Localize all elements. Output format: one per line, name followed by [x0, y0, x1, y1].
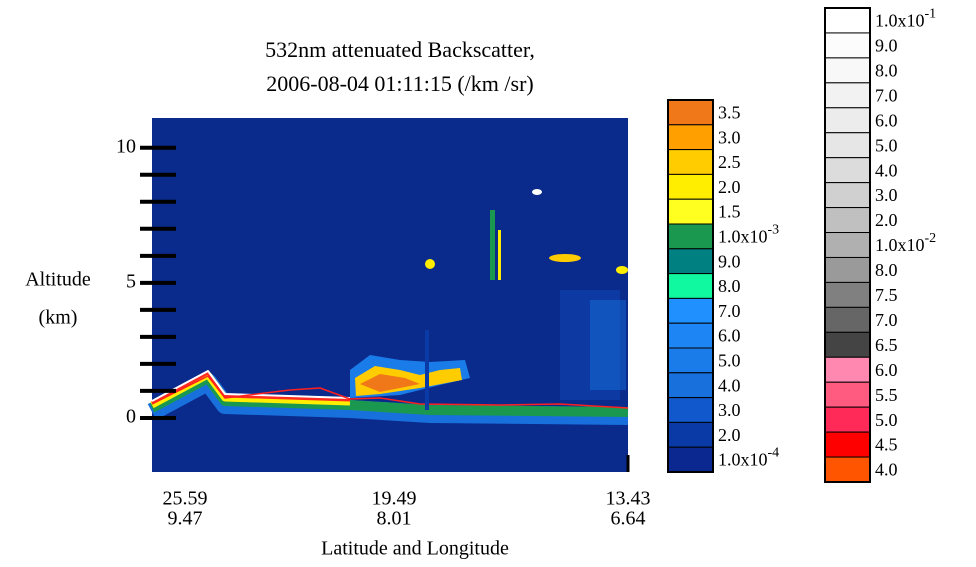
colorbar-cell: [667, 273, 714, 299]
colorbar-label-exp: -2: [925, 231, 937, 246]
colorbar-cell: [667, 124, 714, 151]
colorbar-cell: [667, 99, 714, 126]
colorbar-label: 7.5: [875, 285, 898, 305]
colorbar-label: 1.0x10-4: [718, 446, 779, 470]
colorbar-label: 1.0x10-3: [718, 223, 779, 247]
colorbar-cell: [824, 306, 871, 333]
colorbar-label: 9.0: [875, 36, 898, 56]
colorbar-cell: [824, 57, 871, 84]
colorbar-cell: [824, 281, 871, 308]
y-tick-label: 0: [126, 406, 136, 428]
colorbar-label: 6.0: [875, 360, 898, 380]
colorbar-cell: [824, 232, 871, 258]
colorbar-label: 2.0: [718, 425, 741, 445]
colorbar-cell: [824, 107, 871, 134]
colorbar-cell: [667, 223, 714, 250]
colorbar-label: 7.0: [875, 85, 898, 105]
y-axis-label: (km): [39, 307, 78, 329]
colorbar-label-base: 1.0x10: [718, 450, 768, 470]
colorbar-label-base: 1.0x10: [875, 11, 925, 31]
colorbar-label: 2.5: [718, 152, 741, 172]
colorbar-cell: [667, 248, 714, 275]
colorbar-cell: [824, 82, 871, 109]
colorbar-label: 4.0: [875, 460, 898, 480]
colorbar-label: 8.0: [875, 60, 898, 80]
colorbar-label: 7.0: [718, 301, 741, 321]
colorbar-cell: [824, 431, 871, 458]
colorbar-label: 3.0: [718, 127, 741, 147]
y-axis-label: Altitude: [25, 269, 91, 291]
colorbar-cell: [667, 421, 714, 448]
x-tick-label: 19.49: [372, 488, 417, 510]
colorbar-label: 5.0: [875, 135, 898, 155]
colorbar-label: 3.0: [875, 185, 898, 205]
colorbar-label-exp: -3: [768, 223, 780, 238]
chart-title: 532nm attenuated Backscatter,: [265, 37, 535, 62]
x-tick-label: 9.47: [168, 508, 203, 530]
colorbar-cell: [824, 182, 871, 209]
colorbar-label-exp: -4: [768, 446, 780, 461]
colorbar-cell: [824, 356, 871, 383]
x-tick-label: 8.01: [377, 508, 412, 530]
colorbar-label: 1.5: [718, 202, 741, 222]
colorbar-label: 6.0: [718, 326, 741, 346]
colorbar-cell: [667, 322, 714, 349]
colorbar-label: 6.0: [875, 110, 898, 130]
colorbar-cell: [667, 198, 714, 225]
colorbar-cell: [667, 149, 714, 175]
colorbar-cell: [667, 397, 714, 423]
colorbar-frame: [824, 7, 871, 483]
colorbar-label: 4.5: [875, 435, 898, 455]
colorbar-label: 2.0: [875, 210, 898, 230]
colorbar-label-base: 1.0x10: [718, 227, 768, 247]
colorbar-cell: [824, 331, 871, 358]
colorbar-label: 5.0: [875, 410, 898, 430]
colorbar-label: 3.0: [718, 400, 741, 420]
colorbar-label-exp: -1: [925, 7, 937, 22]
colorbar-label-base: 1.0x10: [875, 235, 925, 255]
colorbar-cell: [667, 372, 714, 399]
colorbar-label: 3.5: [718, 103, 741, 123]
colorbar-cell: [667, 173, 714, 200]
colorbar-cell: [667, 446, 714, 473]
colorbar-frame: [667, 99, 714, 473]
colorbar-label: 7.0: [875, 310, 898, 330]
plot-image: [147, 118, 629, 472]
colorbar-cell: [667, 347, 714, 374]
chart-title: 2006-08-04 01:11:15 (/km /sr): [266, 71, 533, 96]
x-tick-label: 6.64: [611, 508, 646, 530]
colorbar-label: 1.0x10-2: [875, 231, 936, 255]
colorbar-cell: [667, 297, 714, 324]
y-tick-label: 10: [116, 135, 136, 157]
colorbar-label: 5.5: [875, 385, 898, 405]
colorbar-label: 1.0x10-1: [875, 7, 936, 31]
x-tick-label: 25.59: [163, 488, 208, 510]
colorbar-cell: [824, 32, 871, 59]
colorbar-cell: [824, 406, 871, 433]
colorbar-label: 4.0: [718, 375, 741, 395]
colorbar-cell: [824, 456, 871, 483]
colorbar-cell: [824, 157, 871, 184]
y-tick-label: 5: [126, 270, 136, 292]
colorbar-label: 8.0: [875, 260, 898, 280]
x-tick-label: 13.43: [606, 488, 651, 510]
colorbar-label: 2.0: [718, 177, 741, 197]
colorbar-cell: [824, 207, 871, 234]
colorbar-cell: [824, 256, 871, 283]
colorbar-cell: [824, 381, 871, 408]
colorbar-label: 4.0: [875, 160, 898, 180]
x-axis-label: Latitude and Longitude: [321, 538, 509, 560]
colorbar-cell: [824, 132, 871, 159]
colorbar-label: 8.0: [718, 276, 741, 296]
colorbar-label: 9.0: [718, 251, 741, 271]
colorbar-label: 6.5: [875, 335, 898, 355]
colorbar-cell: [824, 7, 871, 34]
colorbar-label: 5.0: [718, 351, 741, 371]
